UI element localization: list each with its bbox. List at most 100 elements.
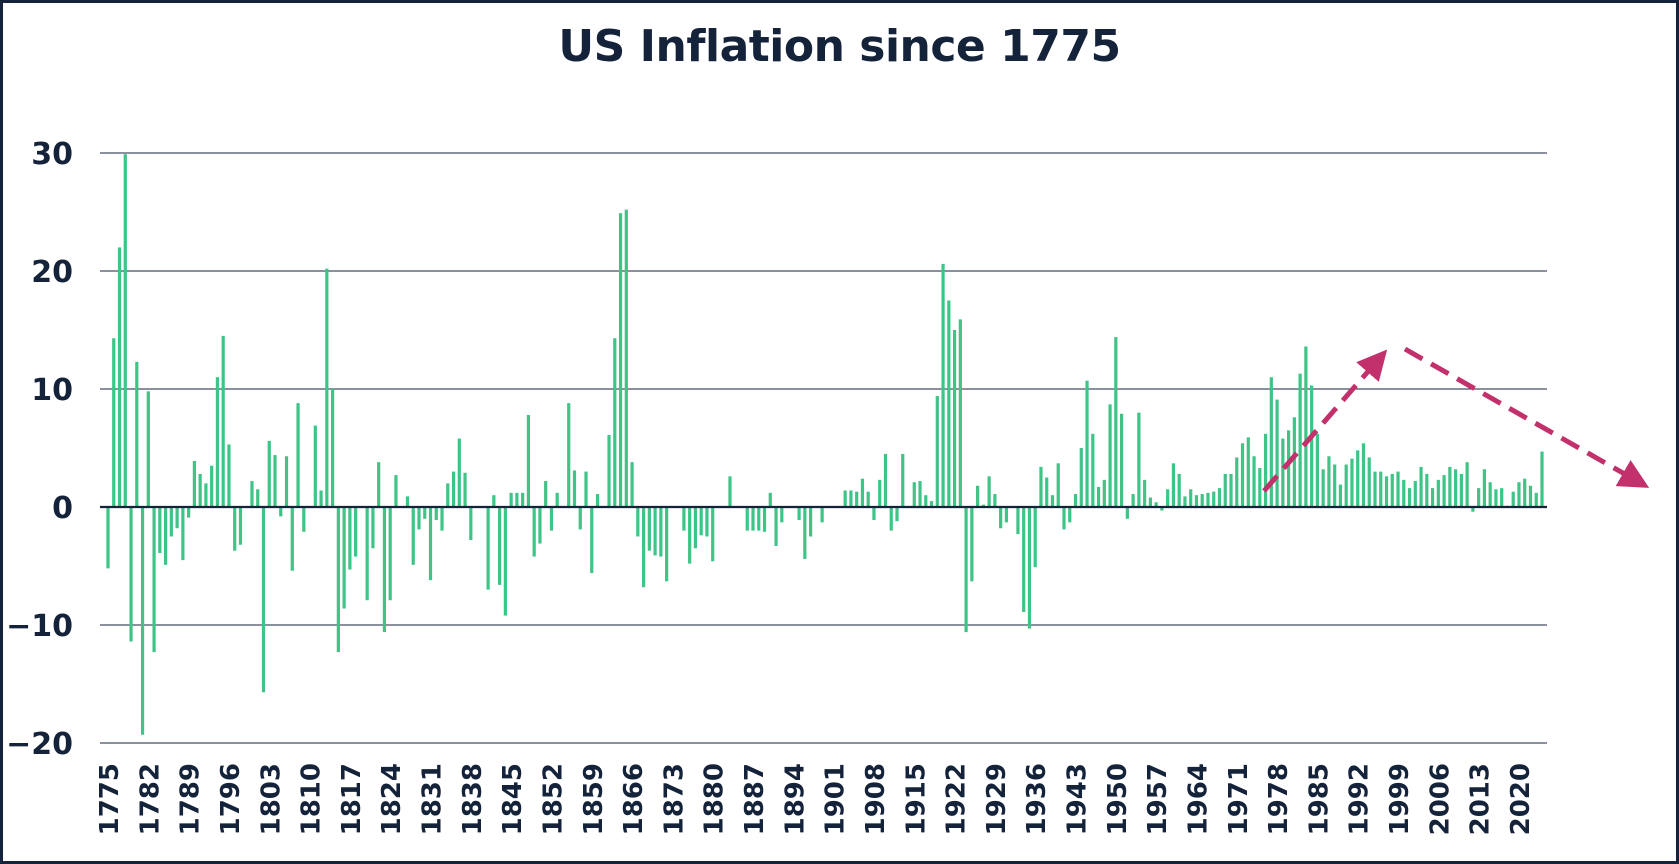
bar [1396, 471, 1400, 507]
bar [768, 492, 772, 507]
bar [1379, 471, 1383, 507]
bar [665, 507, 669, 582]
bar [227, 444, 231, 507]
x-tick-label: 1908 [861, 763, 891, 835]
bar [1430, 488, 1435, 507]
x-tick-label: 1782 [135, 763, 165, 835]
bar [970, 507, 974, 582]
bar [1016, 507, 1020, 535]
bar [607, 435, 611, 507]
bar [1310, 385, 1314, 507]
bar [1361, 443, 1366, 507]
bar [158, 507, 162, 554]
bar [1327, 456, 1331, 507]
bar [636, 507, 640, 537]
bar [233, 507, 237, 551]
bar [503, 507, 507, 616]
bar [492, 495, 496, 507]
bar [711, 507, 715, 562]
bar [1252, 456, 1256, 507]
bar [428, 507, 433, 581]
bar [929, 501, 934, 507]
bar [417, 507, 421, 530]
bar [192, 460, 196, 507]
bar [152, 507, 156, 653]
bar [526, 414, 531, 507]
bar [181, 507, 185, 561]
bar [112, 338, 116, 507]
bar [1477, 488, 1481, 507]
bar [976, 485, 980, 507]
bar [584, 471, 588, 507]
bar [1062, 507, 1066, 530]
bar [1166, 489, 1170, 507]
bar [486, 507, 490, 590]
x-tick-label: 1803 [256, 763, 286, 835]
bar [434, 507, 438, 520]
bar [958, 319, 962, 507]
bar [1356, 450, 1360, 507]
bar [365, 507, 369, 601]
bar [1056, 463, 1060, 507]
bar [555, 492, 559, 507]
bar [532, 507, 536, 557]
bar [1027, 507, 1032, 629]
bar [273, 455, 277, 507]
bar [803, 507, 807, 559]
bar [1189, 489, 1193, 507]
bar [1039, 466, 1043, 507]
bar [1281, 438, 1285, 507]
bar [918, 481, 922, 507]
bar [1390, 473, 1394, 507]
bar [693, 507, 698, 549]
bar [1096, 486, 1101, 507]
bar [613, 338, 617, 507]
x-tick-label: 1817 [337, 763, 367, 835]
bar [1045, 477, 1049, 507]
bar [780, 507, 784, 523]
bar [325, 268, 329, 507]
x-tick-label: 1852 [538, 763, 568, 835]
bar [745, 507, 749, 531]
bar [1229, 473, 1233, 507]
bar [618, 213, 623, 507]
bars [106, 154, 1544, 735]
bar [521, 492, 525, 507]
bar [348, 507, 352, 570]
bar [567, 403, 571, 507]
bar [924, 495, 928, 507]
x-tick-label: 1789 [176, 763, 206, 835]
x-tick-label: 2013 [1466, 763, 1496, 835]
bar [1269, 377, 1273, 507]
bar [1022, 507, 1026, 613]
bar [123, 154, 127, 507]
x-tick-label: 1824 [377, 763, 407, 835]
bar [728, 476, 732, 507]
bar [1206, 492, 1210, 507]
x-tick-label: 1943 [1063, 763, 1093, 835]
bar [1413, 481, 1417, 507]
rising-trend-arrow [1262, 349, 1388, 493]
bar [1494, 489, 1498, 507]
bar [440, 507, 444, 531]
bar [1119, 413, 1124, 507]
falling-trend-arrow [1403, 346, 1650, 488]
bar [1033, 507, 1037, 568]
bar [1200, 494, 1204, 507]
bar [1344, 464, 1348, 507]
bar [1425, 473, 1429, 507]
bar [705, 507, 709, 537]
bar [1079, 448, 1083, 507]
bar [1321, 469, 1325, 507]
bar [912, 482, 916, 507]
x-tick-label: 1999 [1385, 763, 1415, 835]
bar [860, 478, 865, 507]
bar [221, 335, 225, 507]
x-tick-label: 1887 [740, 763, 770, 835]
bar [1419, 466, 1423, 507]
bar [809, 507, 813, 537]
bar [423, 507, 427, 519]
bar [498, 507, 502, 585]
bar [261, 507, 266, 693]
x-tick-label: 1936 [1022, 763, 1052, 835]
